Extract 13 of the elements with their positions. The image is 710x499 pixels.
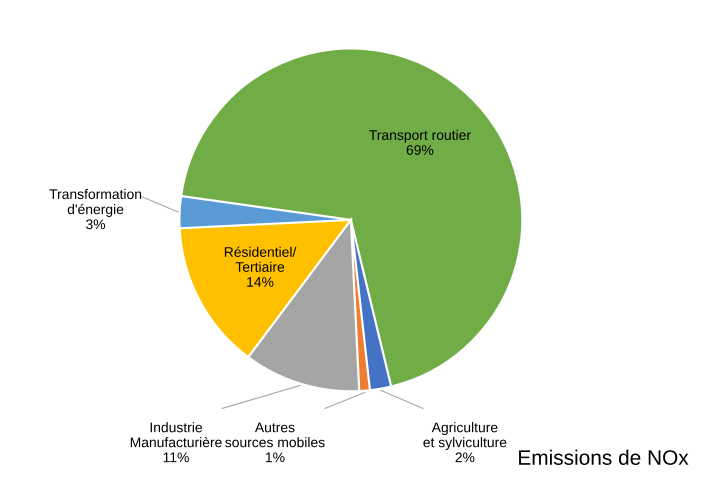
slice-label: Transformation d'énergie: [49, 188, 142, 217]
data-label: 2%: [456, 452, 474, 462]
slice-label: Industrie Manufacturière: [130, 422, 222, 448]
text: Emissions de NOx: [519, 450, 688, 465]
slice-label: Autres sources mobiles: [225, 422, 325, 448]
slice-label: Transport routier: [369, 130, 471, 143]
data-label: 11%: [164, 452, 189, 462]
data-label: 69%: [406, 145, 434, 155]
slice-label: Agriculture et sylviculture: [423, 422, 506, 450]
slice-label: Résidentiel/Tertiaire: [224, 246, 296, 272]
data-label: 3%: [86, 219, 106, 230]
data-label: 14%: [247, 277, 274, 287]
data-label: 1%: [266, 452, 285, 462]
